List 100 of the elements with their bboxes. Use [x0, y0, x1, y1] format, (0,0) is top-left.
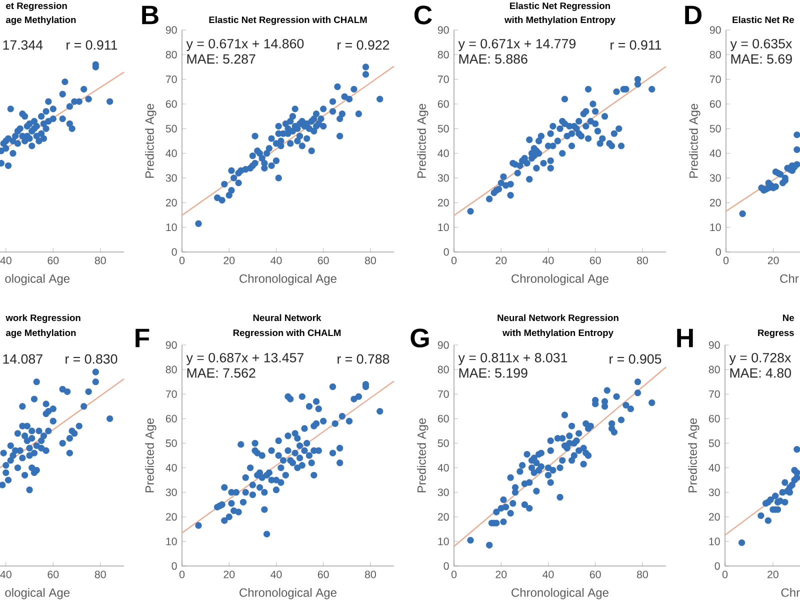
x-tick-label: 0 [722, 570, 728, 578]
y-tick-label: 40 [438, 150, 449, 158]
annotation: MAE: 5.199 [459, 368, 528, 378]
x-axis-title: Chronological Age [240, 588, 336, 600]
y-tick-label: 10 [166, 224, 177, 232]
x-tick-label: 60 [590, 256, 601, 264]
y-tick-label: 90 [438, 341, 449, 349]
y-tick-label: 20 [166, 513, 177, 521]
y-tick-label: 0 [172, 562, 177, 570]
annotation: y = 0.635x [730, 38, 792, 52]
x-tick-label: 20 [224, 256, 235, 264]
x-axis-title: Chr [781, 588, 800, 597]
chart-subtitle: with Methylation Entropy [504, 16, 616, 25]
x-tick-label: 20 [768, 256, 779, 264]
x-tick-label: 80 [94, 570, 106, 578]
text: H [677, 328, 693, 348]
x-tick-label: 0 [179, 256, 185, 264]
y-axis-title: Predicted Age [145, 104, 156, 178]
y-tick-label: 0 [444, 562, 449, 570]
y-tick-label: 70 [166, 390, 177, 398]
y-axis-title: Predicted Age [417, 104, 428, 178]
y-tick-label: 80 [710, 50, 721, 58]
y-tick-label: 60 [708, 414, 720, 422]
annotation: 17.344 [3, 40, 43, 50]
y-tick-label: 90 [166, 341, 177, 349]
x-tick-label: 40 [542, 256, 554, 264]
y-tick-label: 10 [166, 538, 177, 546]
y-tick-label: 70 [166, 76, 177, 84]
y-tick-label: 40 [166, 150, 177, 158]
x-tick-label: 80 [636, 256, 648, 264]
x-axis-title: Chronological Age [512, 588, 608, 600]
y-tick-label: 0 [714, 562, 720, 570]
y-tick-label: 90 [166, 26, 177, 34]
y-tick-label: 0 [716, 248, 721, 256]
y-tick-label: 50 [166, 124, 177, 132]
y-axis-title: Predicted Age [688, 418, 700, 492]
y-tick-label: 60 [166, 100, 177, 108]
y-tick-label: 70 [438, 76, 449, 84]
y-tick-label: 50 [438, 124, 449, 132]
x-tick-label: 20 [224, 570, 235, 578]
y-tick-label: 70 [710, 76, 721, 84]
chart-subtitle: Regress [758, 330, 794, 338]
x-axis-title: Chronological Age [240, 274, 336, 286]
annotation: r = 0.905 [610, 354, 662, 364]
chart-title: et Regression [6, 2, 67, 11]
annotation: y = 0.728x [729, 352, 792, 366]
chart-subtitle: Regression with CHALM [233, 329, 341, 338]
y-tick-label: 10 [438, 224, 449, 232]
chart-title: Elastic Net Regression [510, 2, 610, 11]
x-axis-title: ological Age [5, 588, 70, 600]
chart-title: Neural Network Regression [498, 314, 618, 323]
x-tick-label: 40 [270, 256, 282, 264]
text: F [136, 328, 150, 348]
y-tick-label: 50 [708, 439, 720, 447]
annotation: r = 0.788 [338, 354, 390, 364]
y-tick-label: 30 [438, 488, 449, 496]
x-tick-label: 20 [768, 570, 778, 578]
y-tick-label: 70 [438, 390, 449, 398]
text: B [142, 6, 158, 24]
y-tick-label: 20 [708, 513, 720, 521]
y-tick-label: 60 [710, 100, 721, 108]
x-tick-label: 40 [542, 570, 554, 578]
y-tick-label: 0 [444, 248, 449, 256]
y-tick-label: 40 [710, 150, 721, 158]
y-tick-label: 0 [172, 248, 177, 256]
chart-title: Ne [782, 314, 794, 322]
y-axis-title: Predicted Age [417, 418, 428, 492]
chart-subtitle: age Methylation [6, 329, 76, 338]
y-tick-label: 50 [166, 439, 177, 447]
annotation: MAE: 5.886 [459, 54, 528, 64]
x-tick-label: 60 [590, 570, 601, 578]
y-tick-label: 60 [438, 414, 449, 422]
annotation: r = 0.922 [338, 40, 390, 50]
y-tick-label: 30 [710, 174, 721, 182]
chart-title: work Regression [6, 314, 80, 323]
y-tick-label: 80 [708, 366, 720, 374]
x-axis-title: Chronological Age [512, 274, 608, 286]
y-tick-label: 50 [438, 439, 449, 447]
y-tick-label: 90 [708, 341, 720, 349]
x-tick-label: 80 [364, 570, 376, 578]
y-tick-label: 80 [166, 50, 177, 58]
x-tick-label: 40 [270, 570, 282, 578]
y-tick-label: 30 [708, 488, 720, 496]
y-tick-label: 80 [166, 366, 177, 374]
chart-subtitle: age Methylation [6, 16, 76, 25]
y-tick-label: 20 [710, 198, 721, 206]
y-tick-label: 20 [438, 513, 449, 521]
text: C [414, 6, 432, 24]
annotation: MAE: 5.287 [187, 54, 256, 64]
y-axis-title: Predicted Age [145, 418, 156, 492]
x-tick-label: 80 [636, 570, 648, 578]
annotation: MAE: 7.562 [187, 368, 256, 378]
x-tick-label: 0 [723, 256, 729, 264]
chart-title: Elastic Net Regression with CHALM [209, 16, 367, 25]
text: D [685, 6, 702, 24]
x-axis-title: ological Age [5, 274, 70, 286]
x-tick-label: 60 [318, 256, 329, 264]
y-tick-label: 90 [438, 26, 449, 34]
annotation: y = 0.671x + 14.779 [458, 38, 576, 52]
annotation: r = 0.830 [66, 354, 118, 364]
